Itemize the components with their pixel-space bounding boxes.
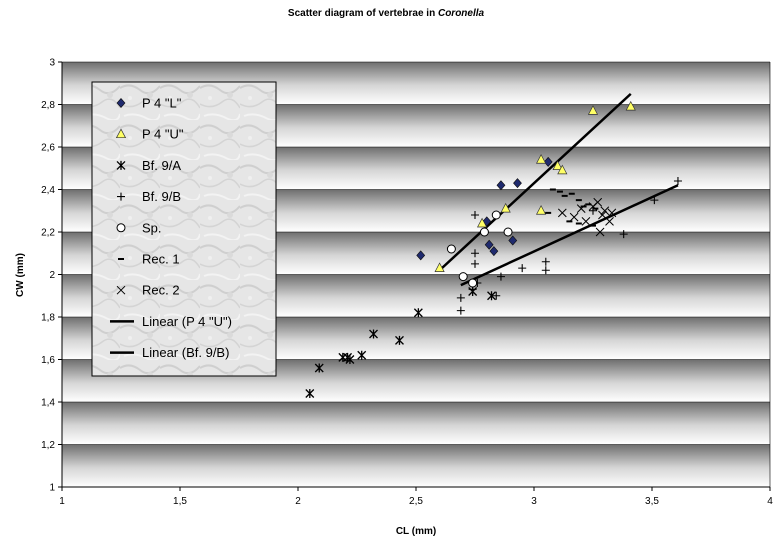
y-tick-label: 2,8 [41,100,55,111]
data-point [468,278,478,288]
data-point [314,363,324,373]
data-point [535,205,547,215]
x-axis-title: CL (mm) [396,526,436,537]
legend-marker [116,285,126,295]
data-point [413,308,423,318]
data-point [541,266,550,275]
legend-label: Rec. 1 [142,252,180,267]
y-tick-label: 1,4 [41,398,55,409]
trendline [460,184,679,287]
data-point [605,217,614,226]
legend-label: Sp. [142,220,162,235]
x-tick-label: 1,5 [173,496,187,507]
legend-label: Linear (P 4 "U") [142,314,232,329]
data-point [593,197,603,207]
data-point [500,202,511,213]
y-tick-label: 2,2 [41,228,55,239]
x-axis-ticks: 1 1,5 2 2,5 3 3,5 4 [59,487,773,507]
data-point [518,264,527,273]
x-tick-label: 3,5 [645,496,659,507]
data-point [595,227,605,237]
data-point [458,272,468,282]
legend-marker [116,160,126,170]
y-axis-title: CW (mm) [15,253,26,297]
data-point [557,164,568,175]
data-point [476,217,488,228]
data-point [673,177,682,185]
x-tick-label: 2 [295,496,301,507]
data-point [587,105,599,115]
data-point [487,291,496,301]
data-point [535,154,547,164]
data-point [395,335,404,345]
data-point [434,262,445,272]
data-point [508,235,518,246]
y-axis-ticks: 1 1,2 1,4 1,6 1,8 2 2,2 2,4 2,6 2,8 3 [41,58,62,494]
data-point [357,350,367,360]
data-point [557,208,567,218]
data-point [345,355,355,364]
data-point [456,306,465,315]
y-tick-label: 2,6 [41,143,55,154]
data-point [479,227,489,237]
data-point [569,212,579,222]
legend-marker [117,192,125,201]
data-point [600,206,610,216]
y-tick-label: 2,4 [41,185,55,196]
data-point [543,156,553,167]
y-tick-label: 1,8 [41,313,55,324]
data-point [369,329,378,339]
plot-band [62,444,770,487]
data-point [552,160,563,170]
x-tick-label: 4 [767,496,773,507]
legend-label: P 4 "U" [142,127,184,142]
data-point [489,246,499,257]
x-tick-label: 2,5 [409,496,423,507]
data-point [541,257,550,266]
y-tick-label: 2 [49,270,55,281]
data-point [598,210,607,220]
legend-label: Bf. 9/B [142,189,181,204]
data-point [484,239,494,250]
data-point [471,211,479,219]
y-tick-label: 1,2 [41,440,55,451]
legend: P 4 "L" P 4 "U" Bf. 9/A Bf. 9/B Sp. Rec. 1 Rec… [91,81,277,377]
data-point [496,180,506,191]
legend-label: Rec. 2 [142,283,180,298]
y-tick-label: 1,6 [41,355,55,366]
data-point [625,100,636,111]
data-point [619,230,628,239]
x-tick-label: 3 [531,496,537,507]
legend-marker [116,223,126,233]
y-tick-label: 1 [49,483,55,494]
x-tick-label: 1 [59,496,65,507]
data-point [416,250,426,261]
trendline [438,92,632,272]
y-tick-label: 3 [49,58,55,69]
data-point [503,227,513,237]
legend-label: Linear (Bf. 9/B) [142,345,229,360]
legend-label: P 4 "L" [142,96,182,111]
data-point [607,208,617,218]
chart-title: Scatter diagram of vertebrae in Coronell… [288,8,485,19]
legend-marker [115,128,127,139]
data-point [650,196,659,205]
data-points [305,100,682,398]
data-point [305,389,315,398]
trendlines [438,92,679,287]
plot-band [62,402,770,445]
data-point [471,249,479,258]
data-point [446,244,456,254]
data-point [496,272,505,281]
data-point [491,210,501,220]
data-point [456,293,465,302]
data-point [581,217,591,226]
data-point [576,204,586,213]
data-point [513,178,522,189]
legend-label: Bf. 9/A [142,158,181,173]
legend-marker [116,98,126,108]
data-point [471,259,479,268]
data-point [492,291,501,300]
